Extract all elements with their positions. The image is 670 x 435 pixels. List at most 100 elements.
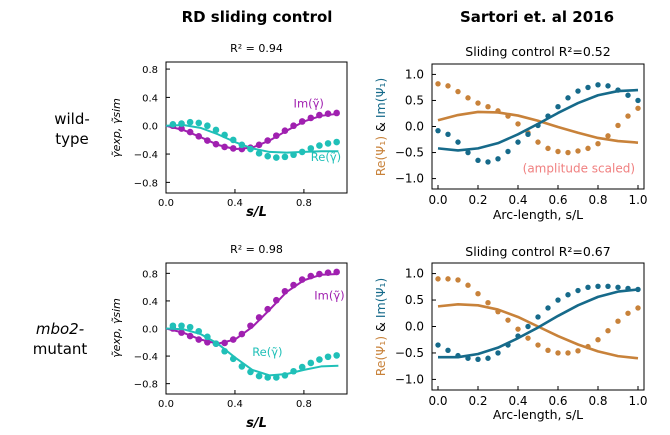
data-point-re (169, 322, 177, 330)
data-point-re (465, 95, 471, 101)
y-tick-label: 0.5 (405, 293, 424, 307)
y-tick-label: −1.0 (395, 372, 424, 386)
data-point-re (625, 310, 631, 316)
data-point-re (485, 299, 491, 306)
y-tick-label: 0.0 (405, 320, 424, 334)
y-axis-label: Re(Ψ₁) & Im(Ψ₁) (373, 78, 388, 177)
data-point-im (515, 139, 521, 145)
data-point-re (324, 140, 332, 147)
data-point-im (485, 355, 491, 361)
x-axis-label: s/L (246, 205, 267, 220)
data-point-re (605, 133, 611, 139)
annotation-re: Re(γ̃) (311, 150, 341, 164)
row-label-mutant-line2: mutant (33, 340, 88, 358)
y-tick-label: 0.0 (142, 122, 158, 133)
y-tick-label: −0.4 (134, 150, 158, 161)
data-point-re (545, 347, 551, 354)
data-point-re (316, 356, 323, 363)
y-axis-label: γ̃exp, γ̃sim (110, 298, 123, 358)
chart-title: Sliding control R²=0.52 (465, 44, 610, 59)
y-axis-label-re: Re(Ψ₁) (373, 136, 388, 176)
annotation-note: (amplitude scaled) (523, 161, 635, 175)
y-axis-label-im: Im(Ψ₁) (373, 278, 388, 318)
x-tick-label: 0.4 (508, 193, 527, 207)
y-tick-label: −0.5 (395, 146, 424, 160)
x-tick-label: 0.8 (296, 198, 312, 209)
data-point-re (212, 126, 220, 134)
data-point-re (615, 122, 621, 129)
data-point-re (264, 152, 272, 160)
data-point-im (635, 97, 641, 104)
data-point-re (298, 363, 306, 371)
x-tick-label: 0.2 (468, 394, 487, 408)
chart-panels: R² = 0.94 0.0 0.4 0.8 −0.8 −0.4 0.0 0.4 0.8 s/L γ̃… (110, 42, 648, 431)
y-axis-label-re: Re(Ψ₁) (373, 336, 388, 376)
x-tick-label: 0.8 (296, 399, 312, 410)
y-axis-label: γ̃exp, γ̃sim (110, 98, 123, 158)
data-point-re (333, 352, 340, 359)
x-tick-label: 0.4 (227, 399, 243, 410)
row-label-wild-type-line2: type (55, 130, 89, 148)
data-point-re (186, 118, 194, 126)
annotation-im: Im(γ̃) (294, 96, 324, 110)
data-point-im (605, 283, 611, 289)
annotation-re: Re(γ̃) (252, 345, 282, 359)
y-tick-label: 1.0 (405, 67, 424, 81)
data-point-re (273, 154, 280, 161)
data-point-im (625, 92, 631, 98)
data-point-re (475, 100, 481, 106)
y-tick-label: 0.5 (405, 93, 424, 107)
data-point-re (324, 353, 332, 361)
chart-title: R² = 0.94 (230, 42, 283, 55)
data-point-re (186, 323, 194, 331)
x-tick-label: 0.0 (428, 394, 447, 408)
data-point-im (595, 82, 601, 88)
data-point-re (255, 372, 263, 380)
data-point-im (585, 84, 591, 91)
data-point-re (455, 88, 461, 95)
data-point-im (615, 284, 621, 291)
y-tick-label: −1.0 (395, 172, 424, 186)
series-line-im (165, 273, 339, 345)
data-point-re (307, 145, 315, 152)
data-point-re (635, 105, 641, 111)
row-label-wild-type-line1: wild- (54, 110, 90, 128)
data-point-im (565, 95, 571, 101)
data-point-im (565, 292, 571, 298)
data-point-re (255, 150, 263, 157)
y-tick-label: 0.8 (142, 65, 158, 76)
data-point-re (505, 317, 511, 323)
series-line-im (437, 88, 639, 152)
chart-rd-mutant: R² = 0.98 0.0 0.4 0.8 −0.8 −0.4 0.0 0.4 0.8 s/L γ̃… (110, 243, 348, 431)
series-line-re (165, 327, 339, 377)
data-point-im (475, 356, 481, 363)
data-point-re (316, 142, 323, 149)
data-point-re (178, 322, 185, 330)
data-point-re (485, 104, 491, 110)
x-tick-label: 1.0 (628, 394, 647, 408)
data-point-im (535, 314, 541, 320)
x-axis-label: Arc-length, s/L (493, 207, 583, 222)
data-point-re (575, 348, 581, 354)
x-tick-label: 0.0 (158, 198, 174, 209)
data-point-im (445, 131, 451, 138)
data-point-im (595, 283, 601, 289)
y-tick-label: 0.8 (142, 269, 158, 280)
data-point-im (555, 104, 561, 110)
x-tick-label: 0.6 (548, 394, 567, 408)
data-point-im (495, 156, 501, 162)
data-point-re (435, 81, 441, 87)
data-point-re (204, 122, 211, 130)
data-point-re (281, 153, 289, 161)
x-tick-label: 0.0 (158, 399, 174, 410)
data-point-im (525, 131, 531, 138)
y-axis-label: Re(Ψ₁) & Im(Ψ₁) (373, 278, 388, 377)
data-point-re (195, 119, 203, 127)
data-point-re (535, 342, 541, 348)
data-point-im (505, 148, 511, 155)
y-tick-label: 1.0 (405, 267, 424, 281)
chart-sartori-mutant: Sliding control R²=0.67 0.0 0.2 0.4 0.6 0.8 1.… (373, 244, 648, 422)
data-point-re (565, 149, 571, 156)
data-point-im (435, 127, 441, 134)
data-point-re (635, 305, 641, 311)
